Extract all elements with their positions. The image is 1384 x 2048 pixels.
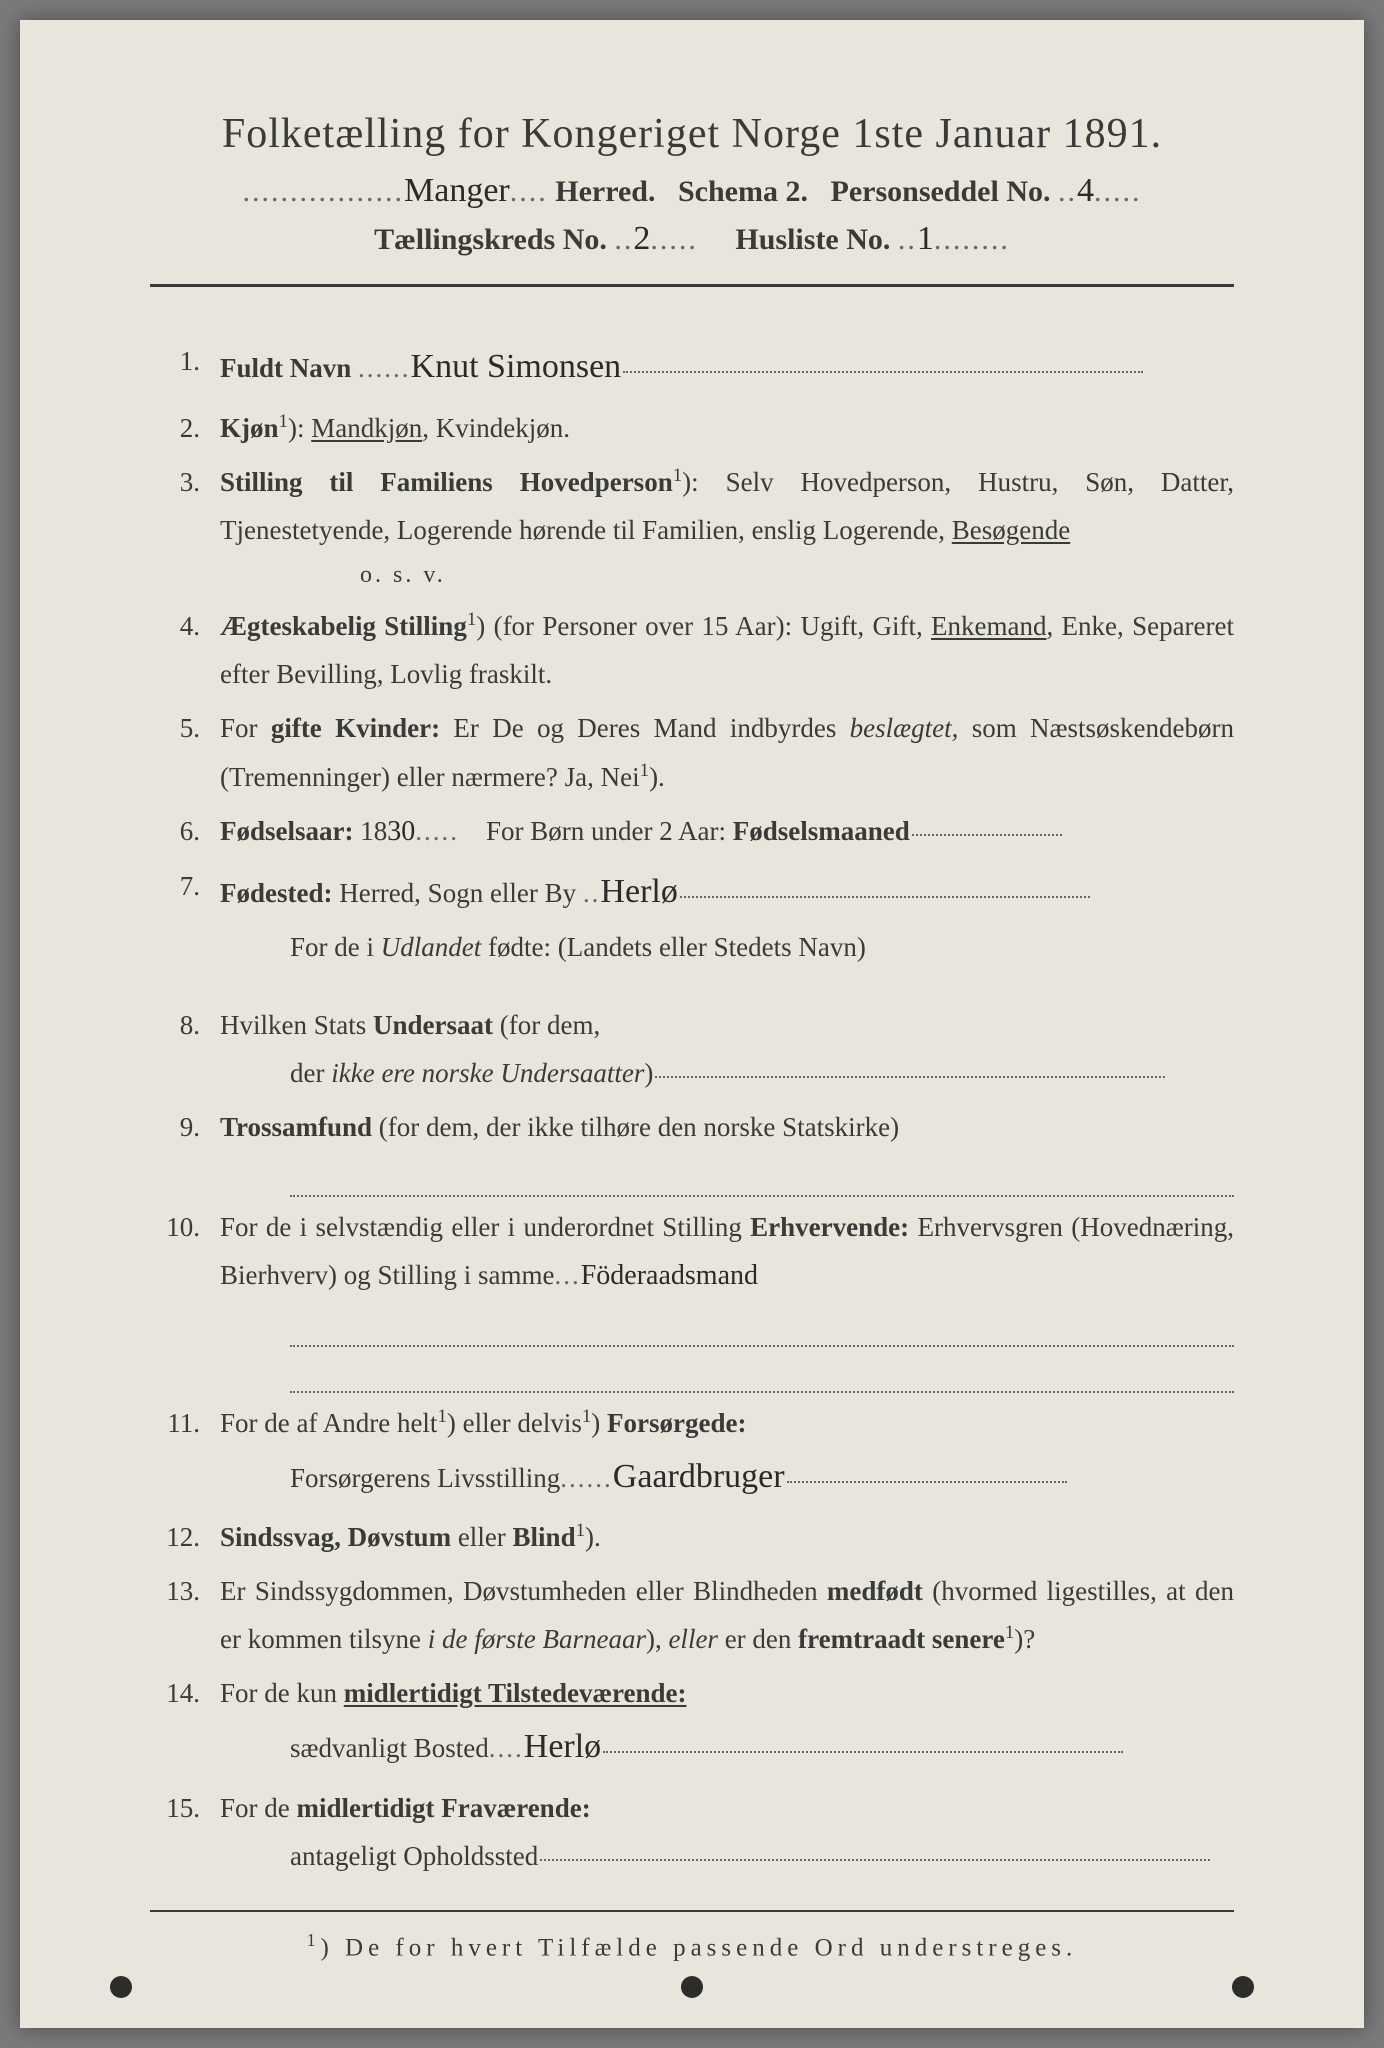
- punch-hole-icon: [1232, 1976, 1254, 1998]
- header-row-2: Tællingskreds No. ..2..... Husliste No. …: [150, 220, 1234, 258]
- item-12: Sindssvag, Døvstum eller Blind1).: [150, 1513, 1234, 1561]
- item-6-label: Fødselsaar:: [220, 816, 353, 846]
- item-10: For de i selvstændig eller i underordnet…: [150, 1203, 1234, 1393]
- item-15: For de midlertidigt Fraværende: antageli…: [150, 1784, 1234, 1880]
- divider-top: [150, 284, 1234, 287]
- schema-label: Schema 2.: [678, 175, 808, 208]
- item-14: For de kun midlertidigt Tilstedeværende:…: [150, 1669, 1234, 1778]
- herred-label: Herred.: [555, 175, 655, 208]
- item-1: Fuldt Navn ......Knut Simonsen: [150, 337, 1234, 398]
- item-7-label: Fødested:: [220, 878, 332, 908]
- item-2-mandkjon: Mandkjøn: [311, 413, 422, 443]
- item-6: Fødselsaar: 1830..... For Børn under 2 A…: [150, 807, 1234, 857]
- footnote-text: ) De for hvert Tilfælde passende Ord und…: [320, 1934, 1077, 1961]
- item-7: Fødested: Herred, Sogn eller By ..Herlø …: [150, 862, 1234, 971]
- item-14-line2: sædvanligt Bosted....Herlø: [220, 1717, 1234, 1778]
- divider-bottom: [150, 1910, 1234, 1912]
- item-15-label: midlertidigt Fraværende:: [297, 1793, 591, 1823]
- item-4-label: Ægteskabelig Stilling: [220, 611, 467, 641]
- item-7-line2: For de i Udlandet fødte: (Landets eller …: [220, 923, 1234, 971]
- item-2-label: Kjøn: [220, 413, 279, 443]
- item-3-besogende: Besøgende: [952, 515, 1070, 545]
- item-10-blank1: [290, 1301, 1234, 1347]
- herred-handwritten: Manger: [404, 172, 510, 209]
- item-4: Ægteskabelig Stilling1) (for Personer ov…: [150, 602, 1234, 698]
- item-11-line2: Forsørgerens Livsstilling......Gaardbrug…: [220, 1447, 1234, 1508]
- item-14-value: Herlø: [524, 1728, 601, 1765]
- tk-label: Tællingskreds No.: [374, 223, 607, 256]
- item-5: For gifte Kvinder: Er De og Deres Mand i…: [150, 704, 1234, 800]
- form-items: Fuldt Navn ......Knut Simonsen Kjøn1): M…: [150, 337, 1234, 1880]
- punch-hole-icon: [110, 1976, 132, 1998]
- item-8-line2: der ikke ere norske Undersaatter): [220, 1049, 1234, 1097]
- item-3: Stilling til Familiens Hovedperson1): Se…: [150, 458, 1234, 597]
- personseddel-label: Personseddel No.: [831, 175, 1051, 208]
- husliste-no: 1: [917, 220, 934, 257]
- item-14-label: midlertidigt Tilstedeværende:: [344, 1678, 687, 1708]
- item-13: Er Sindssygdommen, Døvstumheden eller Bl…: [150, 1567, 1234, 1663]
- item-6-year: 30: [387, 816, 415, 847]
- item-10-label: Erhvervende:: [750, 1212, 909, 1242]
- item-11-label: Forsørgede:: [607, 1408, 746, 1438]
- item-13-label: medfødt: [827, 1576, 923, 1606]
- item-8: Hvilken Stats Undersaat (for dem, der ik…: [150, 1001, 1234, 1097]
- page-title: Folketælling for Kongeriget Norge 1ste J…: [150, 110, 1234, 158]
- item-7-value: Herlø: [600, 873, 677, 910]
- item-10-value: Föderaadsmand: [581, 1260, 758, 1291]
- item-9-blank: [290, 1151, 1234, 1197]
- census-form-page: Folketælling for Kongeriget Norge 1ste J…: [20, 20, 1364, 2028]
- item-2: Kjøn1): Mandkjøn, Kvindekjøn.: [150, 404, 1234, 452]
- tk-no: 2: [633, 220, 650, 257]
- item-9-label: Trossamfund: [220, 1112, 372, 1142]
- item-15-line2: antageligt Opholdssted: [220, 1832, 1234, 1880]
- item-10-blank2: [290, 1347, 1234, 1393]
- item-5-label: gifte Kvinder:: [271, 713, 440, 743]
- item-11-value: Gaardbruger: [613, 1458, 785, 1495]
- item-4-enkemand: Enkemand: [931, 611, 1046, 641]
- item-3-osv: o. s. v.: [220, 554, 1234, 597]
- item-11: For de af Andre helt1) eller delvis1) Fo…: [150, 1399, 1234, 1508]
- item-1-label: Fuldt Navn: [220, 353, 351, 383]
- item-1-value: Knut Simonsen: [411, 348, 622, 385]
- footnote: 1) De for hvert Tilfælde passende Ord un…: [150, 1930, 1234, 1962]
- punch-hole-icon: [681, 1976, 703, 1998]
- husliste-label: Husliste No.: [735, 223, 890, 256]
- item-12-label: Sindssvag, Døvstum: [220, 1522, 451, 1552]
- personseddel-no: 4: [1077, 172, 1094, 209]
- item-3-label: Stilling til Familiens Hovedperson: [220, 467, 673, 497]
- item-9: Trossamfund (for dem, der ikke tilhøre d…: [150, 1103, 1234, 1197]
- item-6-label2: Fødselsmaaned: [733, 816, 910, 846]
- header-row-1: .................Manger.... Herred. Sche…: [150, 172, 1234, 210]
- item-8-label: Undersaat: [373, 1010, 493, 1040]
